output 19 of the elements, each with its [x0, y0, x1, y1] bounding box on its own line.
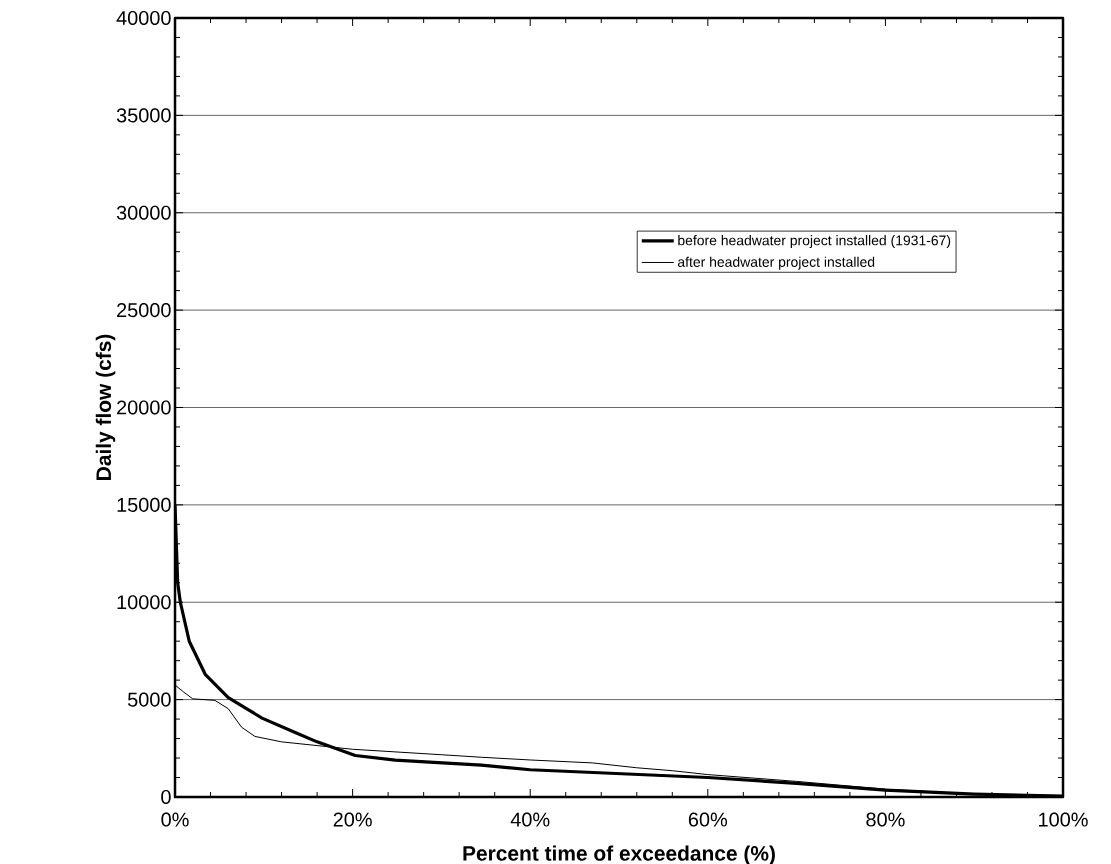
- x-tick-label: 60%: [688, 812, 728, 827]
- y-tick-label: 0: [161, 789, 171, 805]
- y-tick-label: 10000: [117, 595, 171, 610]
- x-tick-label: 40%: [510, 812, 550, 827]
- y-tick-label: 20000: [117, 400, 171, 415]
- y-tick-label: 5000: [127, 692, 171, 707]
- x-tick-label: 20%: [333, 812, 372, 827]
- x-tick-label: 100%: [1039, 812, 1088, 827]
- x-tick-label: 80%: [866, 812, 905, 827]
- y-tick-label: 35000: [116, 108, 171, 123]
- x-tick-label: 0%: [161, 812, 189, 827]
- y-tick-label: 40000: [116, 10, 171, 26]
- y-axis-title: Daily flow (cfs): [95, 334, 116, 480]
- legend-label: before headwater project installed (1931-67): [678, 235, 951, 249]
- y-tick-label: 30000: [116, 205, 171, 220]
- y-tick-label: 15000: [117, 497, 171, 512]
- legend-label: after headwater project installed: [677, 256, 875, 270]
- x-axis-title: Percent time of exceedance (%): [463, 845, 775, 864]
- y-tick-label: 25000: [117, 303, 171, 318]
